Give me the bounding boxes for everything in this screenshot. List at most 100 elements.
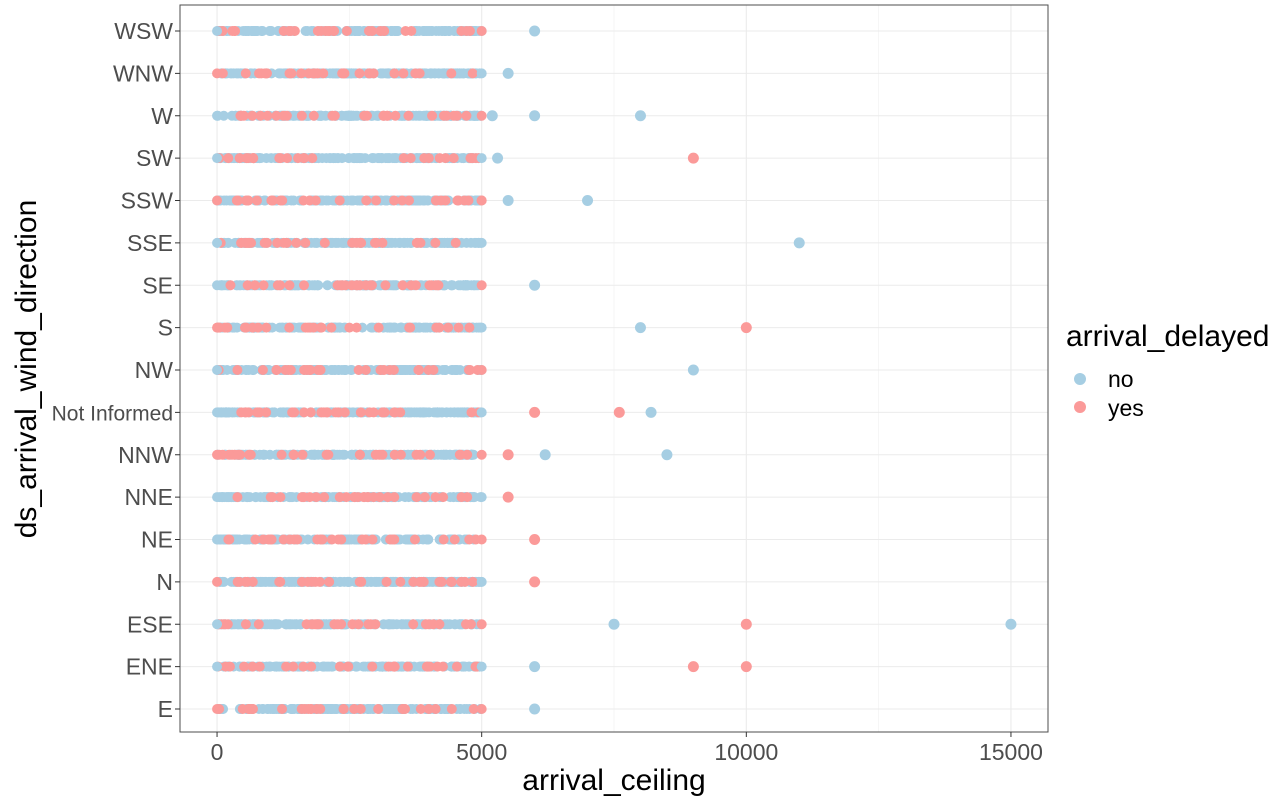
data-point xyxy=(456,153,467,164)
data-point xyxy=(634,322,646,334)
data-point xyxy=(408,576,419,587)
data-point xyxy=(687,364,699,376)
data-point xyxy=(440,195,451,206)
data-point xyxy=(382,492,393,503)
data-point xyxy=(402,661,413,672)
data-point xyxy=(274,68,285,79)
data-point xyxy=(381,110,392,121)
data-point xyxy=(449,407,460,418)
data-point xyxy=(420,619,431,630)
data-point xyxy=(363,26,374,36)
data-point xyxy=(397,704,408,714)
data-point xyxy=(529,279,541,291)
data-point xyxy=(390,407,401,418)
data-point xyxy=(476,704,487,714)
data-point xyxy=(212,619,223,630)
data-point xyxy=(422,322,433,333)
data-point xyxy=(261,237,272,248)
data-point xyxy=(352,280,363,291)
data-point xyxy=(389,195,400,206)
data-point xyxy=(424,449,435,460)
data-point xyxy=(212,534,223,545)
data-point xyxy=(322,280,333,291)
data-point xyxy=(302,26,313,36)
data-point xyxy=(415,704,426,714)
data-point xyxy=(339,407,350,418)
data-point xyxy=(343,576,354,587)
y-tick-label: W xyxy=(151,103,173,129)
data-point xyxy=(233,449,244,460)
data-point xyxy=(373,704,384,714)
legend-label-no: no xyxy=(1108,366,1134,392)
data-point xyxy=(276,449,287,460)
data-point xyxy=(300,237,311,248)
data-point xyxy=(464,322,475,333)
data-point xyxy=(344,110,355,121)
data-point xyxy=(325,153,336,164)
y-tick-label: NNW xyxy=(118,442,173,468)
data-point xyxy=(476,449,487,460)
data-point xyxy=(349,492,360,503)
data-point xyxy=(371,576,382,587)
data-point xyxy=(286,492,297,503)
data-point xyxy=(370,449,381,460)
data-point xyxy=(285,365,296,375)
data-point xyxy=(319,492,330,503)
data-point xyxy=(280,619,291,630)
data-point xyxy=(476,619,487,630)
data-point xyxy=(453,280,464,291)
data-point xyxy=(443,322,454,333)
data-point xyxy=(278,26,289,36)
data-point xyxy=(740,322,752,334)
x-axis-title: arrival_ceiling xyxy=(522,764,705,797)
data-point xyxy=(232,576,243,587)
y-tick-label: NE xyxy=(141,527,173,553)
data-point xyxy=(476,68,487,79)
data-point xyxy=(397,280,408,291)
data-point xyxy=(343,661,354,672)
x-axis: 0 5000 10000 15000 xyxy=(211,732,1043,765)
data-point xyxy=(262,110,273,121)
x-tick-label: 0 xyxy=(211,739,224,765)
data-point xyxy=(410,280,421,291)
data-point xyxy=(476,492,487,503)
data-point xyxy=(367,661,378,672)
data-point xyxy=(339,68,350,79)
data-point xyxy=(687,661,699,673)
data-point xyxy=(238,110,249,121)
data-point xyxy=(268,704,279,714)
data-point xyxy=(277,704,288,714)
data-point xyxy=(253,619,264,630)
data-point xyxy=(364,407,375,418)
data-point xyxy=(398,153,409,164)
data-point xyxy=(529,576,541,588)
data-point xyxy=(403,492,414,503)
data-point xyxy=(297,449,308,460)
data-point xyxy=(288,195,299,206)
data-point xyxy=(212,237,223,248)
data-point xyxy=(212,576,223,587)
data-point xyxy=(281,661,292,672)
data-point xyxy=(391,153,402,164)
data-point xyxy=(343,153,354,164)
data-point xyxy=(408,619,419,630)
data-point xyxy=(396,365,407,375)
data-point xyxy=(312,534,323,545)
data-point xyxy=(380,280,391,291)
data-point xyxy=(396,619,407,630)
data-point xyxy=(467,576,478,587)
data-point xyxy=(438,110,449,121)
data-point xyxy=(239,322,250,333)
data-point xyxy=(455,704,466,714)
data-point xyxy=(582,195,594,206)
data-point xyxy=(302,534,313,545)
data-point xyxy=(468,704,479,714)
y-tick-label: SSW xyxy=(121,188,174,214)
data-point xyxy=(476,661,487,672)
data-point xyxy=(298,280,309,291)
data-point xyxy=(661,449,673,461)
data-point xyxy=(310,195,321,206)
y-tick-label: NNE xyxy=(124,484,173,510)
data-point xyxy=(323,195,334,206)
data-point xyxy=(330,407,341,418)
